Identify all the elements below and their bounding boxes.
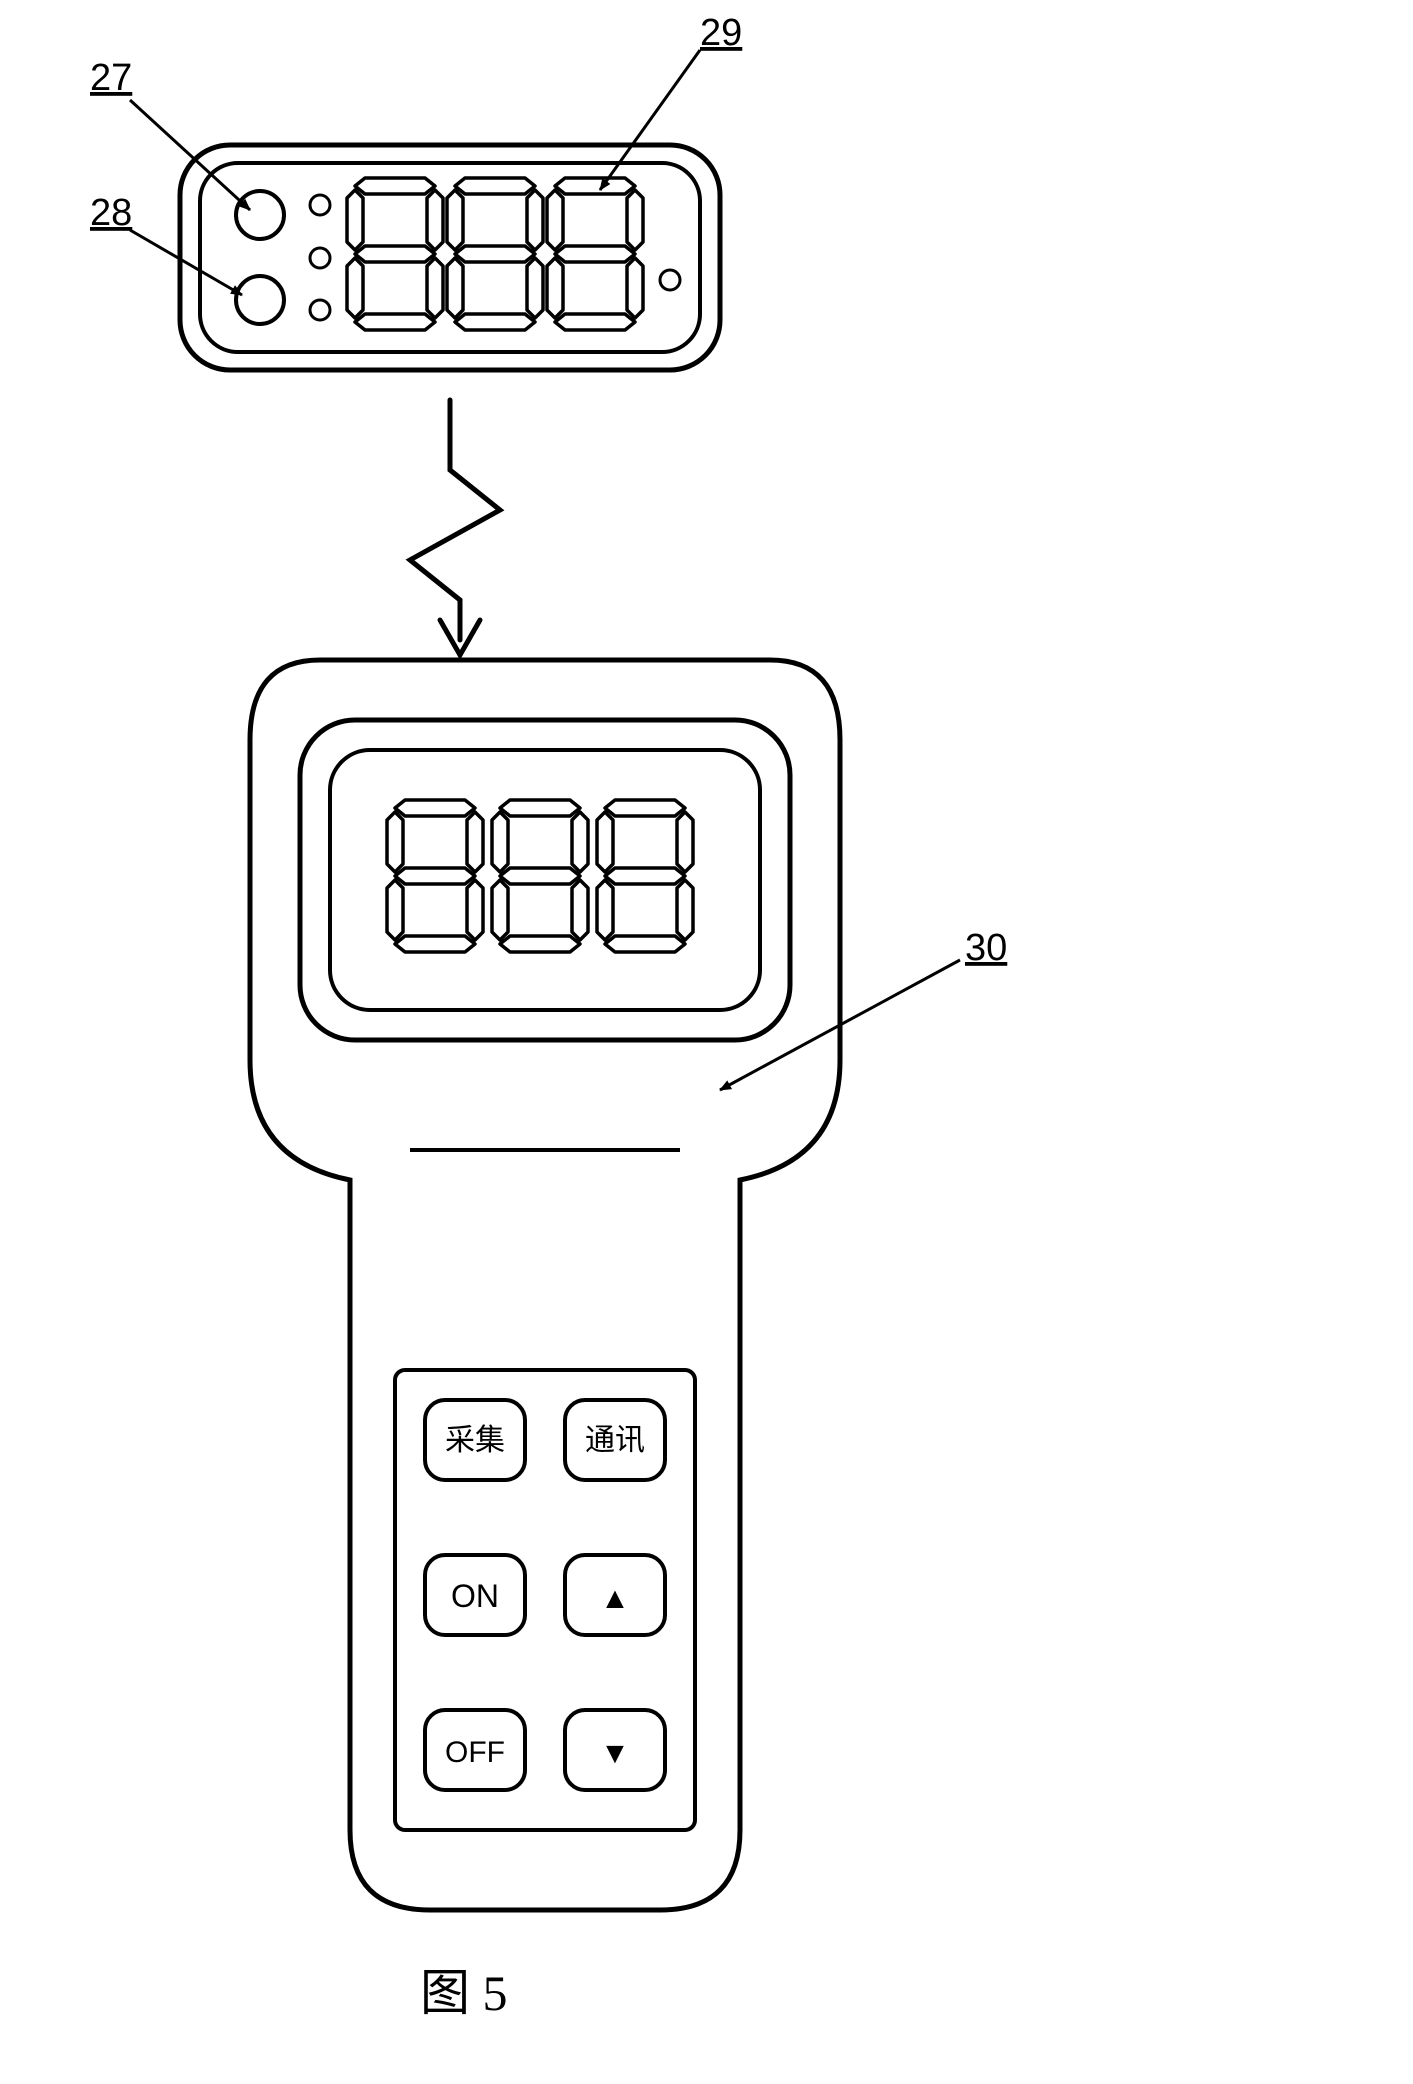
wireless-link-arrow: [410, 400, 500, 655]
knob-bottom[interactable]: [236, 276, 284, 324]
seven-seg-group: [347, 178, 643, 330]
handheld-remote: 采集 通讯 ON ▲ OFF ▼: [250, 660, 840, 1910]
svg-text:30: 30: [965, 927, 1007, 969]
keypad-buttons: 采集 通讯 ON ▲ OFF ▼: [425, 1400, 665, 1790]
svg-text:28: 28: [90, 192, 132, 234]
indicator-dot: [310, 248, 330, 268]
callouts: [130, 50, 960, 1090]
unit-dot: [660, 270, 680, 290]
btn-on[interactable]: ON: [425, 1555, 525, 1635]
svg-text:▲: ▲: [600, 1582, 630, 1615]
indicator-dot: [310, 300, 330, 320]
btn-off[interactable]: OFF: [425, 1710, 525, 1790]
btn-up[interactable]: ▲: [565, 1555, 665, 1635]
svg-text:ON: ON: [451, 1578, 499, 1614]
figure-label: 图 5: [420, 1965, 508, 2021]
btn-down[interactable]: ▼: [565, 1710, 665, 1790]
btn-collect[interactable]: 采集: [425, 1400, 525, 1480]
top-display-unit: [180, 145, 720, 370]
indicator-dot: [310, 195, 330, 215]
svg-text:29: 29: [700, 12, 742, 54]
remote-display-bezel: [300, 720, 790, 1040]
svg-text:通讯: 通讯: [585, 1424, 645, 1457]
btn-comm[interactable]: 通讯: [565, 1400, 665, 1480]
svg-text:27: 27: [90, 57, 132, 99]
svg-text:OFF: OFF: [445, 1736, 505, 1769]
callout-numbers: 27 28 29 30: [90, 12, 1007, 969]
svg-text:▼: ▼: [600, 1737, 630, 1770]
knob-top[interactable]: [236, 191, 284, 239]
keypad-panel: [395, 1370, 695, 1830]
figure-svg: 采集 通讯 ON ▲ OFF ▼: [0, 0, 1413, 2084]
remote-seven-seg: [387, 800, 693, 952]
svg-text:采集: 采集: [445, 1424, 505, 1457]
